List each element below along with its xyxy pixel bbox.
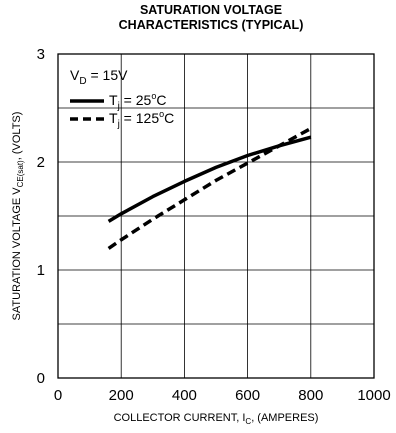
chart-title-line-2: CHARACTERISTICS (TYPICAL) — [119, 18, 304, 32]
plot-frame — [57, 53, 375, 379]
grid — [58, 54, 374, 378]
y-tick-label: 2 — [37, 154, 45, 171]
condition-annotation: VD = 15V — [70, 67, 128, 87]
x-tick-label: 1000 — [357, 387, 390, 404]
x-tick-label: 200 — [109, 387, 134, 404]
legend-label-125c: Tj = 125oC — [109, 109, 174, 130]
x-tick-label: 600 — [235, 387, 260, 404]
x-tick-label: 800 — [298, 387, 323, 404]
y-tick-label: 3 — [37, 46, 45, 63]
chart-title-line-1: SATURATION VOLTAGE — [140, 3, 282, 17]
x-tick-label: 0 — [54, 387, 62, 404]
legend-label-25c: Tj = 25oC — [109, 91, 166, 112]
y-axis-label: SATURATION VOLTAGE VCE(sat), (VOLTS) — [11, 112, 25, 321]
series — [107, 126, 312, 250]
tick-labels: 0 200 400 600 800 1000 0 1 2 3 — [37, 46, 391, 404]
series-line-tj-125c — [107, 126, 312, 250]
legend: VD = 15V Tj = 25oC Tj = 125oC — [70, 67, 174, 130]
x-axis-label: COLLECTOR CURRENT, IC, (AMPERES) — [114, 412, 319, 426]
x-tick-label: 400 — [172, 387, 197, 404]
y-tick-label: 0 — [37, 370, 45, 387]
series-line-tj-25c — [107, 135, 312, 223]
y-tick-label: 1 — [37, 262, 45, 279]
